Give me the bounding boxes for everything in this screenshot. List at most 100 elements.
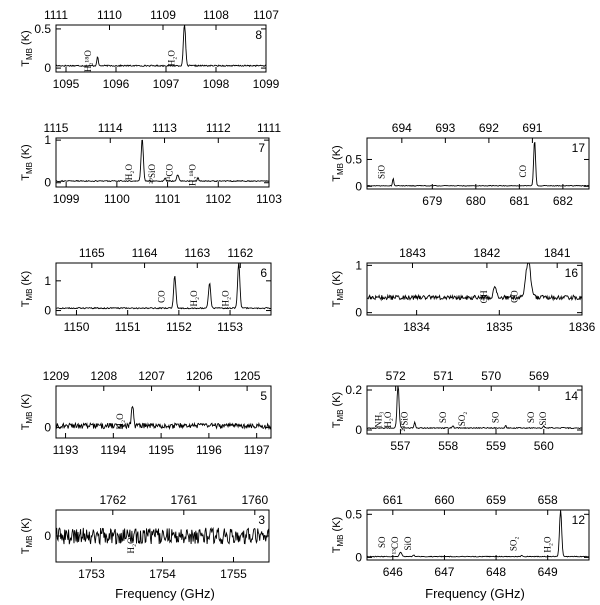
top-tick-label: 1205 <box>234 369 261 383</box>
line-id-label: SO <box>438 411 448 423</box>
top-tick-label: 1164 <box>132 246 158 260</box>
top-tick-label: 1165 <box>79 246 105 260</box>
top-tick-label: 1111 <box>44 8 68 22</box>
y-tick-label: 0.5 <box>34 22 51 36</box>
panel-number: 6 <box>260 266 267 280</box>
y-axis-label: TMB (K) <box>331 145 345 181</box>
top-tick-label: 1762 <box>99 493 126 507</box>
x-tick-label: 1834 <box>403 320 430 334</box>
x-tick-label: 1150 <box>64 320 90 334</box>
x-tick-label: 557 <box>390 439 410 453</box>
x-tick-label: 1151 <box>115 320 141 334</box>
x-tick-label: 559 <box>486 439 506 453</box>
x-tick-label: 680 <box>466 194 486 208</box>
x-tick-label: 647 <box>434 565 454 579</box>
spectrum-line <box>366 385 583 430</box>
x-tick-label: 1102 <box>205 192 231 206</box>
line-id-label: ¹³CO <box>390 536 400 554</box>
x-tick-label: 1836 <box>569 320 596 334</box>
spectrum-panel-3: 1753 1754 1755 1762 1761 1760 0 TMB (K) 3 H₂O <box>20 493 270 581</box>
panel-number: 16 <box>565 266 579 280</box>
x-tick-label: 1835 <box>486 320 513 334</box>
panel-frame <box>55 262 272 316</box>
top-tick-label: 694 <box>392 121 412 135</box>
line-id-label: H₂O <box>383 411 393 428</box>
top-tick-label: 1107 <box>253 8 279 22</box>
y-tick-label: 0 <box>44 529 51 543</box>
line-id-label: H₂O <box>115 413 125 430</box>
line-id-label: SO <box>377 536 387 548</box>
panel-frame <box>55 24 267 73</box>
x-tick-label: 1101 <box>155 192 181 206</box>
spectrum-panel-5: 1193 1194 1195 1196 1197 1209 1208 1207 1206 1205… <box>20 369 272 457</box>
line-id-label: SO <box>526 411 536 423</box>
line-id-label: SO <box>490 411 500 423</box>
x-tick-label: 1152 <box>166 320 192 334</box>
panel-number: 14 <box>565 389 579 403</box>
y-tick-label: 0.5 <box>345 152 362 166</box>
top-tick-label: 1761 <box>170 493 197 507</box>
line-id-label: SO₂ <box>509 537 519 552</box>
line-id-label: H₂O <box>124 164 134 181</box>
top-tick-label: 1115 <box>44 121 69 135</box>
y-tick-label: 0 <box>355 306 362 320</box>
top-tick-label: 658 <box>538 493 558 507</box>
line-id-label: CO <box>157 290 167 303</box>
top-tick-label: 1843 <box>399 246 426 260</box>
x-tick-label: 1103 <box>256 192 282 206</box>
x-tick-label: 1098 <box>203 77 230 91</box>
y-tick-label: 0 <box>44 421 51 435</box>
top-tick-label: 1108 <box>203 8 229 22</box>
top-tick-label: 660 <box>434 493 454 507</box>
panel-number: 8 <box>255 28 262 42</box>
y-tick-label: 1 <box>355 258 362 272</box>
line-id-label: H₂O <box>167 50 177 67</box>
panel-number: 5 <box>260 389 267 403</box>
x-tick-label: 1194 <box>100 443 126 457</box>
line-id-label: ¹³CO <box>165 164 175 182</box>
x-tick-label: 1100 <box>104 192 130 206</box>
y-tick-label: 0 <box>355 179 362 193</box>
line-id-label: SO₂ <box>457 412 467 427</box>
panel-frame <box>55 137 270 188</box>
x-axis-label-left: Frequency (GHz) <box>115 586 215 601</box>
y-tick-label: 0 <box>44 176 51 190</box>
x-tick-label: 1193 <box>53 443 79 457</box>
spectrum-panel-16: 1834 1835 1836 1843 1842 1841 0 1 TMB (K) 16 OH CO <box>331 246 596 334</box>
spectrum-line <box>55 405 272 431</box>
line-id-label: CO <box>510 290 520 303</box>
panel-number: 17 <box>572 141 586 155</box>
top-tick-label: 1760 <box>241 493 268 507</box>
line-id-label: NH₃ <box>373 412 383 428</box>
x-tick-label: 646 <box>383 565 403 579</box>
y-axis-label: TMB (K) <box>331 271 345 307</box>
spectrum-line <box>55 139 270 183</box>
y-axis-label: TMB (K) <box>331 517 345 553</box>
spectrum-line <box>366 262 583 302</box>
top-tick-label: 1208 <box>90 369 117 383</box>
panel-frame <box>366 509 590 561</box>
y-tick-label: 1 <box>44 133 51 147</box>
x-tick-label: 1153 <box>217 320 243 334</box>
y-axis-label: TMB (K) <box>20 394 34 430</box>
x-tick-label: 649 <box>538 565 558 579</box>
top-tick-label: 1109 <box>150 8 176 22</box>
top-tick-label: 659 <box>486 493 506 507</box>
y-axis-label: TMB (K) <box>20 518 34 554</box>
line-id-label: SiO <box>403 536 413 551</box>
line-id-label: SiO <box>538 411 548 426</box>
x-tick-label: 1753 <box>78 567 105 581</box>
top-tick-label: 1841 <box>544 246 571 260</box>
top-tick-label: 1209 <box>43 369 70 383</box>
y-tick-label: 0 <box>355 550 362 564</box>
top-tick-label: 1110 <box>97 8 122 22</box>
line-id-label: SiO <box>376 164 386 179</box>
line-id-label: H₂¹⁸O <box>187 164 197 186</box>
line-id-label: H₂O <box>126 537 136 554</box>
spectrum-line <box>55 526 270 546</box>
y-tick-label: 0 <box>355 423 362 437</box>
